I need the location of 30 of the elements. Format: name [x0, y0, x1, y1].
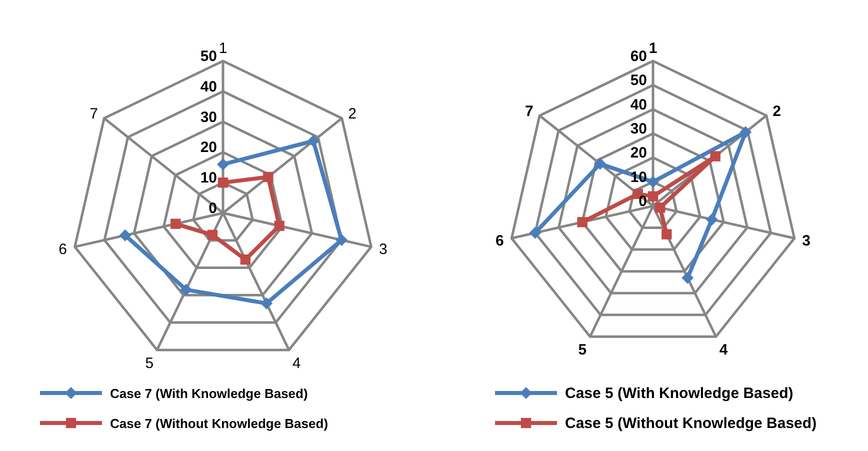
spoke-label: 6: [58, 240, 68, 258]
legend-label: Case 5 (Without Knowledge Based): [565, 414, 817, 432]
y-tick-label: 20: [630, 144, 647, 162]
spoke-label: 2: [348, 106, 356, 123]
y-tick-label: 40: [200, 78, 217, 96]
y-tick-label: 0: [208, 200, 217, 217]
y-tick-label: 30: [200, 108, 217, 126]
y-tick-label: 50: [200, 48, 217, 65]
spoke-label: 6: [495, 232, 504, 250]
spoke-label: 1: [218, 40, 228, 57]
y-tick-label: 20: [200, 139, 217, 156]
legend-label: Case 5 (With Knowledge Based): [565, 384, 794, 402]
spoke-label: 7: [90, 106, 98, 123]
y-tick-label: 40: [630, 96, 647, 114]
spoke-label: 7: [525, 102, 534, 120]
y-tick-label: 0: [638, 193, 647, 210]
y-tick-label: 30: [630, 120, 647, 138]
y-tick-label: 50: [630, 72, 647, 90]
spoke-label: 5: [145, 354, 154, 372]
legend-label: Case 7 (Without Knowledge Based): [110, 416, 328, 430]
y-tick-label: 10: [200, 170, 217, 187]
spoke-label: 1: [648, 40, 658, 57]
y-tick-label: 60: [630, 48, 647, 65]
spoke-label: 3: [378, 240, 388, 258]
spoke-label: 3: [802, 232, 811, 250]
spoke-label: 5: [578, 342, 587, 358]
spoke-label: 2: [772, 102, 781, 120]
spoke-label: 4: [719, 342, 728, 358]
spoke-label: 4: [292, 354, 301, 372]
legend-label: Case 7 (With Knowledge Based): [110, 386, 308, 400]
